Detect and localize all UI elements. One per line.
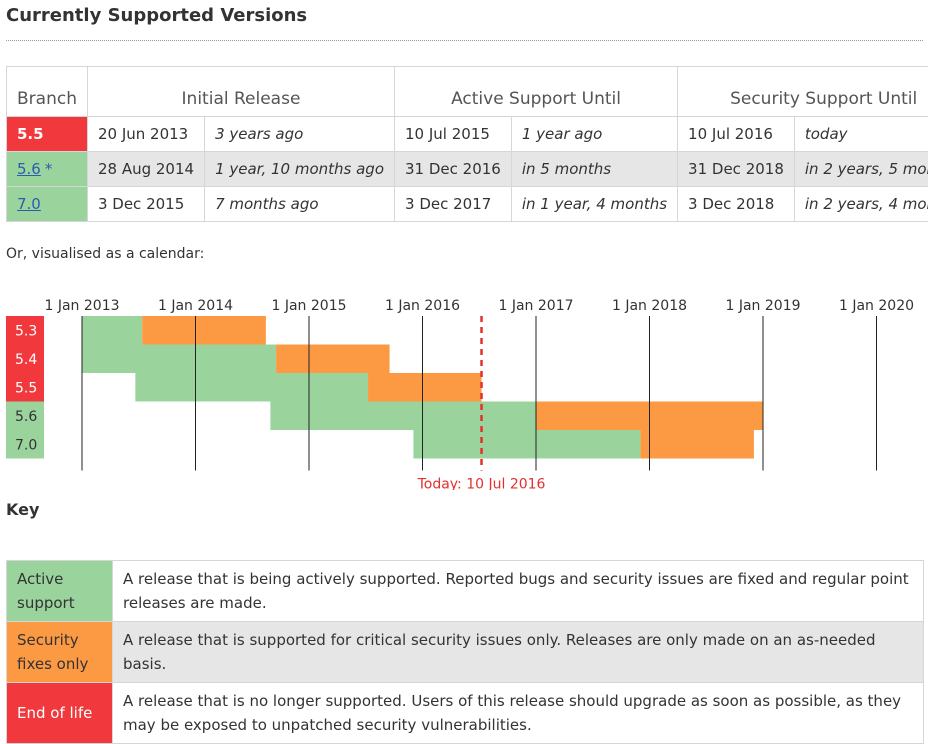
key-label-active: Active support	[7, 561, 113, 622]
security-support-bar	[276, 345, 390, 374]
initial-release-relative: 7 months ago	[205, 187, 395, 222]
legend-key-table: Active support A release that is being a…	[6, 560, 924, 744]
table-row: 5.6* 28 Aug 2014 1 year, 10 months ago 3…	[7, 152, 928, 187]
security-support-bar	[368, 373, 482, 402]
year-tick-label: 1 Jan 2017	[498, 298, 573, 314]
security-support-relative: in 2 years, 4 months	[794, 187, 928, 222]
key-desc-eol: A release that is no longer supported. U…	[113, 683, 924, 744]
security-support-date: 3 Dec 2018	[678, 187, 795, 222]
header-branch: Branch	[7, 67, 88, 117]
initial-release-date: 3 Dec 2015	[87, 187, 204, 222]
security-support-relative: in 2 years, 5 months	[794, 152, 928, 187]
key-label-security: Security fixes only	[7, 622, 113, 683]
security-support-bar	[142, 316, 266, 345]
initial-release-relative: 1 year, 10 months ago	[205, 152, 395, 187]
active-support-bar	[135, 373, 368, 402]
active-support-bar	[413, 430, 640, 459]
year-tick-label: 1 Jan 2014	[158, 298, 233, 314]
branch-link[interactable]: 7.0	[17, 195, 41, 213]
active-support-bar	[82, 316, 142, 345]
initial-release-relative: 3 years ago	[205, 117, 395, 152]
key-row-security: Security fixes only A release that is su…	[7, 622, 924, 683]
active-support-relative: 1 year ago	[511, 117, 677, 152]
active-support-date: 31 Dec 2016	[395, 152, 512, 187]
branch-label: 5.5	[15, 380, 37, 396]
branch-link[interactable]: 5.6	[17, 160, 41, 178]
security-support-bar	[640, 430, 754, 459]
year-tick-label: 1 Jan 2019	[725, 298, 800, 314]
release-calendar: 5.3 5.4 5.5 5.6 7.0 1 Jan 2013 1 Jan 2014 1 Jan…	[0, 290, 928, 490]
branch-cell: 5.6*	[7, 152, 88, 187]
active-support-date: 10 Jul 2015	[395, 117, 512, 152]
initial-release-date: 28 Aug 2014	[87, 152, 204, 187]
key-row-eol: End of life A release that is no longer …	[7, 683, 924, 744]
key-desc-security: A release that is supported for critical…	[113, 622, 924, 683]
active-support-date: 3 Dec 2017	[395, 187, 512, 222]
title-divider	[6, 40, 923, 41]
header-active-support: Active Support Until	[395, 67, 678, 117]
branch-label: 5.5	[17, 125, 44, 143]
branch-label: 5.6	[15, 409, 37, 425]
active-support-relative: in 5 months	[511, 152, 677, 187]
supported-versions-table: Branch Initial Release Active Support Un…	[6, 66, 928, 222]
branch-cell: 7.0	[7, 187, 88, 222]
key-desc-active: A release that is being actively support…	[113, 561, 924, 622]
calendar-intro-text: Or, visualised as a calendar:	[6, 246, 204, 262]
header-security-support: Security Support Until	[678, 67, 928, 117]
active-support-bar	[270, 402, 536, 431]
year-tick-label: 1 Jan 2016	[385, 298, 460, 314]
year-tick-label: 1 Jan 2013	[44, 298, 119, 314]
key-label-eol: End of life	[7, 683, 113, 744]
header-initial-release: Initial Release	[87, 67, 394, 117]
table-header-row: Branch Initial Release Active Support Un…	[7, 67, 928, 117]
key-row-active: Active support A release that is being a…	[7, 561, 924, 622]
year-tick-label: 1 Jan 2018	[612, 298, 687, 314]
branch-cell: 5.5	[7, 117, 88, 152]
initial-release-date: 20 Jun 2013	[87, 117, 204, 152]
branch-label: 7.0	[15, 437, 37, 453]
security-support-date: 10 Jul 2016	[678, 117, 795, 152]
security-support-date: 31 Dec 2018	[678, 152, 795, 187]
key-heading: Key	[6, 500, 39, 519]
branch-footnote-star: *	[45, 160, 53, 178]
active-support-relative: in 1 year, 4 months	[511, 187, 677, 222]
security-support-relative: today	[794, 117, 928, 152]
table-row: 5.5 20 Jun 2013 3 years ago 10 Jul 2015 …	[7, 117, 928, 152]
active-support-bar	[82, 345, 276, 374]
branch-label: 5.4	[15, 352, 37, 368]
year-tick-label: 1 Jan 2015	[271, 298, 346, 314]
year-tick-label: 1 Jan 2020	[839, 298, 914, 314]
table-row: 7.0 3 Dec 2015 7 months ago 3 Dec 2017 i…	[7, 187, 928, 222]
branch-label: 5.3	[15, 323, 37, 339]
today-label: Today: 10 Jul 2016	[417, 477, 546, 491]
page-title: Currently Supported Versions	[6, 5, 307, 26]
